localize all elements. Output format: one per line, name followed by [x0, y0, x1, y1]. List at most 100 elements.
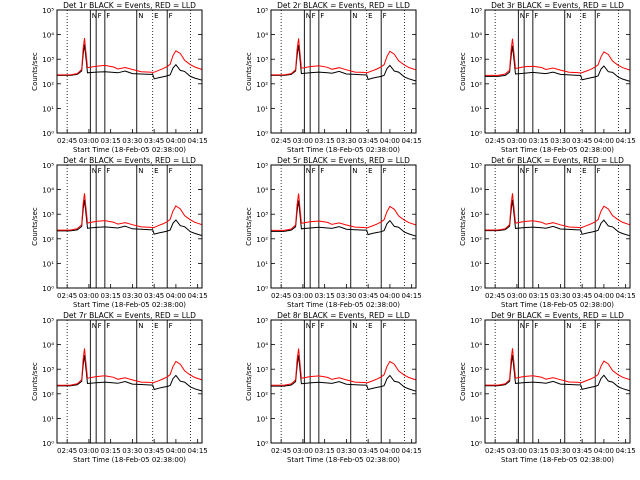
x-tick-label: 04:15: [402, 137, 422, 145]
y-tick-label: 10⁵: [470, 7, 482, 15]
chart-title: Det 4r BLACK = Events, RED = LLD: [63, 156, 196, 165]
chart-title: Det 6r BLACK = Events, RED = LLD: [491, 156, 624, 165]
x-tick-label: 03:45: [144, 292, 164, 300]
x-axis-label: Start Time (18-Feb-05 02:38:00): [501, 301, 614, 309]
x-tick-label: 03:15: [315, 292, 335, 300]
y-tick-label: 10³: [470, 211, 482, 219]
y-tick-label: 10⁴: [470, 187, 482, 195]
x-tick-label: 04:00: [380, 137, 400, 145]
events-series-line: [57, 355, 203, 392]
y-tick-label: 10²: [42, 236, 54, 244]
marker-letter: F: [320, 167, 324, 175]
chart-title: Det 3r BLACK = Events, RED = LLD: [491, 1, 624, 10]
y-tick-label: 10⁰: [470, 285, 482, 293]
marker-letter: F: [383, 322, 387, 330]
y-tick-label: 10⁴: [256, 342, 268, 350]
x-tick-label: 02:45: [485, 447, 505, 455]
y-tick-label: 10³: [42, 211, 54, 219]
marker-letter: F: [526, 322, 530, 330]
marker-letter: N: [566, 322, 571, 330]
x-axis-label: Start Time (18-Feb-05 02:38:00): [73, 146, 186, 154]
x-tick-label: 04:15: [616, 447, 636, 455]
plot-frame: [56, 9, 203, 134]
marker-letter: N: [352, 322, 357, 330]
lld-series-line: [271, 348, 417, 386]
x-tick-label: 04:00: [594, 292, 614, 300]
y-tick-label: 10³: [256, 366, 268, 374]
y-tick-label: 10²: [256, 236, 268, 244]
x-tick-label: 03:00: [79, 292, 99, 300]
x-tick-label: 04:00: [594, 137, 614, 145]
x-tick-label: 03:15: [315, 137, 335, 145]
x-tick-label: 03:00: [507, 137, 527, 145]
plot-frame: [484, 9, 631, 134]
y-tick-label: 10⁴: [256, 32, 268, 40]
x-tick-label: 04:15: [188, 447, 208, 455]
y-tick-label: 10²: [470, 81, 482, 89]
x-tick-label: 03:15: [101, 447, 121, 455]
lld-series-line: [57, 348, 203, 386]
x-axis-label: Start Time (18-Feb-05 02:38:00): [501, 146, 614, 154]
x-tick-label: 03:30: [336, 447, 356, 455]
marker-letter: F: [383, 167, 387, 175]
marker-letter: F: [98, 167, 102, 175]
marker-letter: N: [306, 322, 311, 330]
plot-frame: [270, 164, 417, 289]
y-tick-label: 10⁵: [42, 7, 54, 15]
y-tick-label: 10³: [470, 366, 482, 374]
y-tick-label: 10²: [256, 391, 268, 399]
x-tick-label: 04:00: [166, 447, 186, 455]
marker-letter: N: [138, 167, 143, 175]
marker-letter: E: [154, 167, 158, 175]
plot-frame: [270, 9, 417, 134]
y-axis-label: Counts/sec: [31, 52, 39, 91]
plot-frame: [484, 164, 631, 289]
events-series-line: [57, 199, 203, 237]
y-tick-label: 10¹: [470, 105, 482, 113]
marker-letter: F: [169, 12, 173, 20]
y-tick-label: 10⁴: [42, 32, 54, 40]
marker-letter: N: [92, 167, 97, 175]
x-tick-label: 03:00: [507, 292, 527, 300]
lld-series-line: [57, 193, 203, 231]
events-series-line: [485, 199, 631, 237]
marker-letter: F: [526, 167, 530, 175]
y-tick-label: 10²: [42, 391, 54, 399]
x-tick-label: 04:00: [594, 447, 614, 455]
y-tick-label: 10¹: [42, 105, 54, 113]
chart-title: Det 5r BLACK = Events, RED = LLD: [277, 156, 410, 165]
x-tick-label: 02:45: [271, 447, 291, 455]
x-tick-label: 03:30: [122, 447, 142, 455]
x-tick-label: 03:15: [101, 292, 121, 300]
y-axis-label: Counts/sec: [245, 362, 253, 401]
marker-letter: F: [312, 12, 316, 20]
y-tick-label: 10⁰: [42, 440, 54, 448]
x-axis-label: Start Time (18-Feb-05 02:38:00): [73, 456, 186, 464]
x-tick-label: 03:30: [336, 292, 356, 300]
marker-letter: F: [534, 12, 538, 20]
y-tick-label: 10²: [256, 81, 268, 89]
lld-series-line: [485, 38, 631, 76]
y-tick-label: 10⁰: [42, 130, 54, 138]
chart-title: Det 7r BLACK = Events, RED = LLD: [63, 311, 196, 320]
marker-letter: F: [383, 12, 387, 20]
x-tick-label: 03:15: [315, 447, 335, 455]
marker-letter: F: [312, 167, 316, 175]
chart-title: Det 9r BLACK = Events, RED = LLD: [491, 311, 624, 320]
y-tick-label: 10⁵: [256, 7, 268, 15]
x-tick-label: 03:30: [336, 137, 356, 145]
y-tick-label: 10⁰: [256, 285, 268, 293]
x-tick-label: 03:00: [79, 447, 99, 455]
marker-letter: N: [566, 167, 571, 175]
marker-letter: F: [526, 12, 530, 20]
marker-letter: E: [368, 12, 372, 20]
marker-letter: N: [520, 167, 525, 175]
marker-letter: E: [582, 167, 586, 175]
x-axis-label: Start Time (18-Feb-05 02:38:00): [287, 456, 400, 464]
